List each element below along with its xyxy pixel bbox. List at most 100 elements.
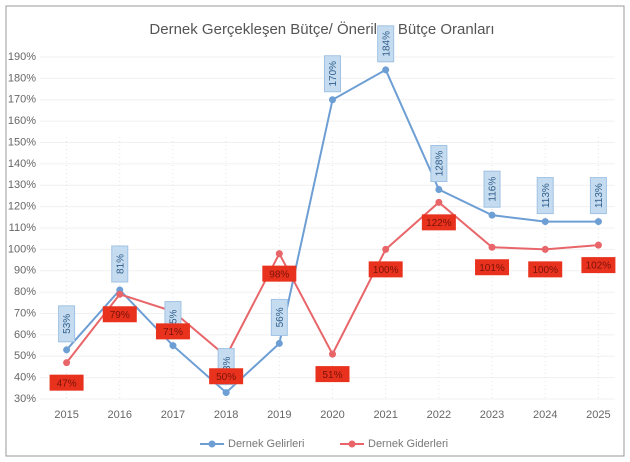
point bbox=[169, 342, 177, 350]
legend-marker bbox=[348, 440, 356, 448]
y-tick-label: 60% bbox=[14, 329, 36, 341]
label-box bbox=[155, 323, 190, 340]
data-label: 116% bbox=[483, 170, 501, 208]
data-label-text: 81% bbox=[115, 254, 126, 274]
legend-marker bbox=[208, 440, 216, 448]
y-tick-label: 30% bbox=[14, 393, 36, 405]
x-tick-label: 2018 bbox=[214, 409, 238, 421]
point bbox=[222, 389, 230, 397]
label-box bbox=[377, 25, 395, 63]
data-label-text: 56% bbox=[275, 307, 286, 327]
y-tick-label: 110% bbox=[9, 222, 37, 234]
data-label: 113% bbox=[589, 177, 607, 215]
x-tick-label: 2024 bbox=[533, 409, 557, 421]
label-box bbox=[315, 366, 350, 383]
data-label-text: 100% bbox=[373, 265, 399, 276]
point bbox=[275, 250, 283, 258]
data-label: 128% bbox=[430, 145, 448, 183]
label-box bbox=[528, 261, 563, 278]
chart-title: Dernek Gerçekleşen Bütçe/ Önerilen Bütçe… bbox=[149, 20, 494, 38]
label-box bbox=[368, 261, 403, 278]
data-label-text: 113% bbox=[541, 183, 552, 208]
point bbox=[382, 245, 390, 253]
label-box bbox=[262, 265, 297, 282]
y-tick-label: 180% bbox=[8, 72, 36, 84]
label-box bbox=[49, 374, 84, 391]
data-label-text: 170% bbox=[328, 61, 339, 87]
point bbox=[594, 218, 602, 226]
label-box bbox=[270, 298, 288, 336]
label-box bbox=[58, 305, 76, 343]
y-tick-label: 90% bbox=[14, 265, 36, 277]
data-label-text: 184% bbox=[381, 31, 392, 57]
label-box bbox=[475, 259, 510, 276]
chart-frame bbox=[5, 5, 625, 457]
x-tick-label: 2015 bbox=[54, 409, 78, 421]
point bbox=[63, 359, 71, 367]
point bbox=[541, 245, 549, 253]
point bbox=[275, 339, 283, 347]
x-tick-label: 2023 bbox=[480, 409, 504, 421]
y-tick-label: 70% bbox=[14, 307, 36, 319]
data-label-text: 47% bbox=[57, 378, 77, 389]
y-tick-label: 140% bbox=[8, 158, 36, 170]
label-box bbox=[581, 257, 616, 274]
x-tick-label: 2020 bbox=[320, 409, 344, 421]
y-tick-label: 170% bbox=[8, 94, 36, 106]
label-box bbox=[536, 177, 554, 215]
label-box bbox=[111, 245, 129, 283]
label-box bbox=[589, 177, 607, 215]
data-label: 81% bbox=[111, 245, 129, 283]
y-tick-label: 190% bbox=[8, 51, 36, 63]
label-box bbox=[483, 170, 501, 208]
point bbox=[382, 66, 390, 74]
data-label-text: 50% bbox=[216, 372, 236, 383]
data-label-text: 100% bbox=[532, 265, 558, 276]
data-label-text: 71% bbox=[163, 327, 183, 338]
y-tick-label: 130% bbox=[8, 179, 36, 191]
data-label-text: 51% bbox=[322, 370, 342, 381]
data-label: 56% bbox=[270, 298, 288, 336]
y-tick-label: 150% bbox=[8, 136, 36, 148]
point bbox=[329, 350, 336, 358]
point bbox=[488, 211, 496, 219]
label-box bbox=[430, 145, 448, 183]
x-tick-label: 2025 bbox=[586, 409, 610, 421]
data-label-text: 101% bbox=[479, 263, 505, 274]
data-label-text: 53% bbox=[62, 314, 73, 334]
y-tick-label: 160% bbox=[8, 115, 36, 127]
y-tick-label: 80% bbox=[14, 286, 36, 298]
data-label-text: 79% bbox=[110, 310, 130, 321]
data-label: 113% bbox=[536, 177, 554, 215]
data-label: 170% bbox=[324, 55, 341, 93]
point bbox=[488, 243, 496, 251]
x-tick-label: 2019 bbox=[267, 409, 291, 421]
data-label-text: 122% bbox=[426, 218, 452, 229]
legend-label: Dernek Giderleri bbox=[368, 438, 448, 450]
label-box bbox=[209, 368, 244, 385]
y-tick-label: 120% bbox=[8, 201, 36, 213]
data-label-text: 98% bbox=[269, 269, 289, 280]
point bbox=[329, 96, 336, 104]
point bbox=[594, 241, 602, 249]
label-box bbox=[324, 55, 341, 93]
x-tick-label: 2017 bbox=[161, 409, 185, 421]
data-label-text: 128% bbox=[435, 151, 446, 177]
point bbox=[435, 198, 443, 206]
data-label-text: 116% bbox=[488, 177, 499, 202]
data-label: 184% bbox=[377, 25, 395, 63]
data-label-text: 33% bbox=[222, 356, 233, 376]
data-label-text: 102% bbox=[586, 261, 612, 272]
legend-label: Dernek Gelirleri bbox=[228, 438, 304, 450]
x-tick-label: 2022 bbox=[427, 409, 451, 421]
data-label-text: 113% bbox=[594, 183, 605, 208]
point bbox=[63, 346, 71, 354]
y-tick-label: 100% bbox=[8, 243, 36, 255]
x-tick-label: 2016 bbox=[108, 409, 132, 421]
y-tick-label: 40% bbox=[14, 372, 36, 384]
y-tick-label: 50% bbox=[14, 350, 36, 362]
label-box bbox=[421, 214, 456, 231]
point bbox=[116, 290, 124, 298]
data-label: 53% bbox=[58, 305, 76, 343]
